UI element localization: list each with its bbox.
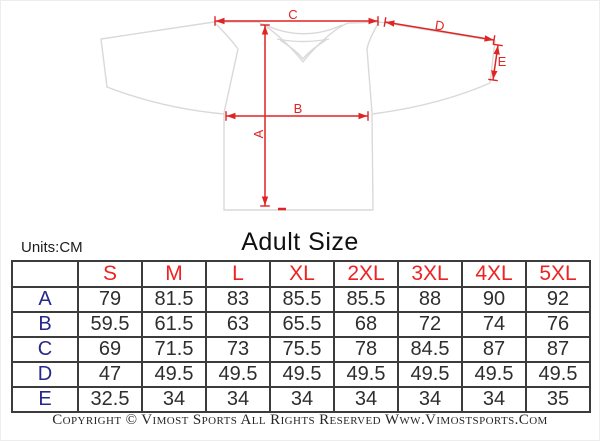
size-value-cell: 49.5 xyxy=(205,361,271,388)
measure-row-label: D xyxy=(11,361,79,388)
measure-row-label: A xyxy=(11,286,79,313)
jersey-collar-v xyxy=(279,39,327,60)
jersey-armhole-left-seam xyxy=(213,21,239,114)
size-value-cell: 87 xyxy=(461,336,527,363)
size-value-cell: 79 xyxy=(77,286,143,313)
size-column-header: XL xyxy=(269,260,335,288)
size-value-cell: 32.5 xyxy=(77,386,143,413)
table-row: B 59.5 61.5 63 65.5 68 72 74 76 xyxy=(11,311,591,338)
measure-arrow-d xyxy=(383,17,496,45)
size-value-cell: 69 xyxy=(77,336,143,363)
size-table-header-row: S M L XL 2XL 3XL 4XL 5XL xyxy=(11,260,591,288)
jersey-collar-band xyxy=(262,23,343,35)
measure-label-a: A xyxy=(251,129,266,138)
size-column-header: S xyxy=(77,260,143,288)
size-value-cell: 90 xyxy=(461,286,527,313)
size-value-cell: 72 xyxy=(397,311,463,338)
jersey-measurement-diagram: C D E B A xyxy=(100,7,507,211)
size-value-cell: 87 xyxy=(525,336,591,363)
size-column-header: 4XL xyxy=(461,260,527,288)
units-label: Units:CM xyxy=(21,239,83,256)
size-value-cell: 92 xyxy=(525,286,591,313)
size-value-cell: 74 xyxy=(461,311,527,338)
size-value-cell: 85.5 xyxy=(333,286,399,313)
jersey-outline xyxy=(100,21,496,211)
table-row: C 69 71.5 73 75.5 78 84.5 87 87 xyxy=(11,336,591,363)
size-value-cell: 71.5 xyxy=(141,336,207,363)
size-value-cell: 76 xyxy=(525,311,591,338)
size-value-cell: 34 xyxy=(141,386,207,413)
size-value-cell: 88 xyxy=(397,286,463,313)
corner-cell xyxy=(11,260,79,288)
size-column-header: 5XL xyxy=(525,260,591,288)
size-table: S M L XL 2XL 3XL 4XL 5XL A 79 81.5 83 85.5 85.5 88 90 9… xyxy=(11,260,591,413)
size-value-cell: 34 xyxy=(333,386,399,413)
size-value-cell: 49.5 xyxy=(525,361,591,388)
size-value-cell: 65.5 xyxy=(269,311,335,338)
size-column-header: 2XL xyxy=(333,260,399,288)
copyright-text: Copyright © Vimost Sports All Rights Res… xyxy=(52,412,548,428)
table-row: E 32.5 34 34 34 34 34 34 35 xyxy=(11,386,591,413)
measure-arrow-e xyxy=(488,43,503,82)
size-column-header: 3XL xyxy=(397,260,463,288)
page-title: Adult Size xyxy=(241,228,359,256)
size-value-cell: 49.5 xyxy=(269,361,335,388)
size-value-cell: 63 xyxy=(205,311,271,338)
size-value-cell: 59.5 xyxy=(77,311,143,338)
size-value-cell: 34 xyxy=(269,386,335,413)
jersey-collar-bar xyxy=(276,38,330,43)
size-value-cell: 84.5 xyxy=(397,336,463,363)
measure-label-c: C xyxy=(288,7,297,22)
measure-label-d: D xyxy=(434,17,446,33)
size-value-cell: 83 xyxy=(205,286,271,313)
size-value-cell: 85.5 xyxy=(269,286,335,313)
size-value-cell: 35 xyxy=(525,386,591,413)
measure-row-label: C xyxy=(11,336,79,363)
size-value-cell: 49.5 xyxy=(333,361,399,388)
size-value-cell: 68 xyxy=(333,311,399,338)
measure-label-b: B xyxy=(294,101,303,116)
size-value-cell: 81.5 xyxy=(141,286,207,313)
size-value-cell: 61.5 xyxy=(141,311,207,338)
table-row: A 79 81.5 83 85.5 85.5 88 90 92 xyxy=(11,286,591,313)
size-value-cell: 49.5 xyxy=(141,361,207,388)
size-value-cell: 75.5 xyxy=(269,336,335,363)
size-value-cell: 49.5 xyxy=(461,361,527,388)
size-column-header: L xyxy=(205,260,271,288)
size-value-cell: 34 xyxy=(461,386,527,413)
size-value-cell: 49.5 xyxy=(397,361,463,388)
size-value-cell: 73 xyxy=(205,336,271,363)
size-value-cell: 47 xyxy=(77,361,143,388)
measure-row-label: B xyxy=(11,311,79,338)
table-row: D 47 49.5 49.5 49.5 49.5 49.5 49.5 49.5 xyxy=(11,361,591,388)
size-value-cell: 78 xyxy=(333,336,399,363)
size-value-cell: 34 xyxy=(397,386,463,413)
size-column-header: M xyxy=(141,260,207,288)
measure-label-e: E xyxy=(498,54,507,69)
jersey-armhole-right-seam xyxy=(366,21,380,114)
measure-row-label: E xyxy=(11,386,79,413)
size-table-body: A 79 81.5 83 85.5 85.5 88 90 92 B 59.5 61.5 63 65.5 68… xyxy=(11,286,591,413)
size-value-cell: 34 xyxy=(205,386,271,413)
